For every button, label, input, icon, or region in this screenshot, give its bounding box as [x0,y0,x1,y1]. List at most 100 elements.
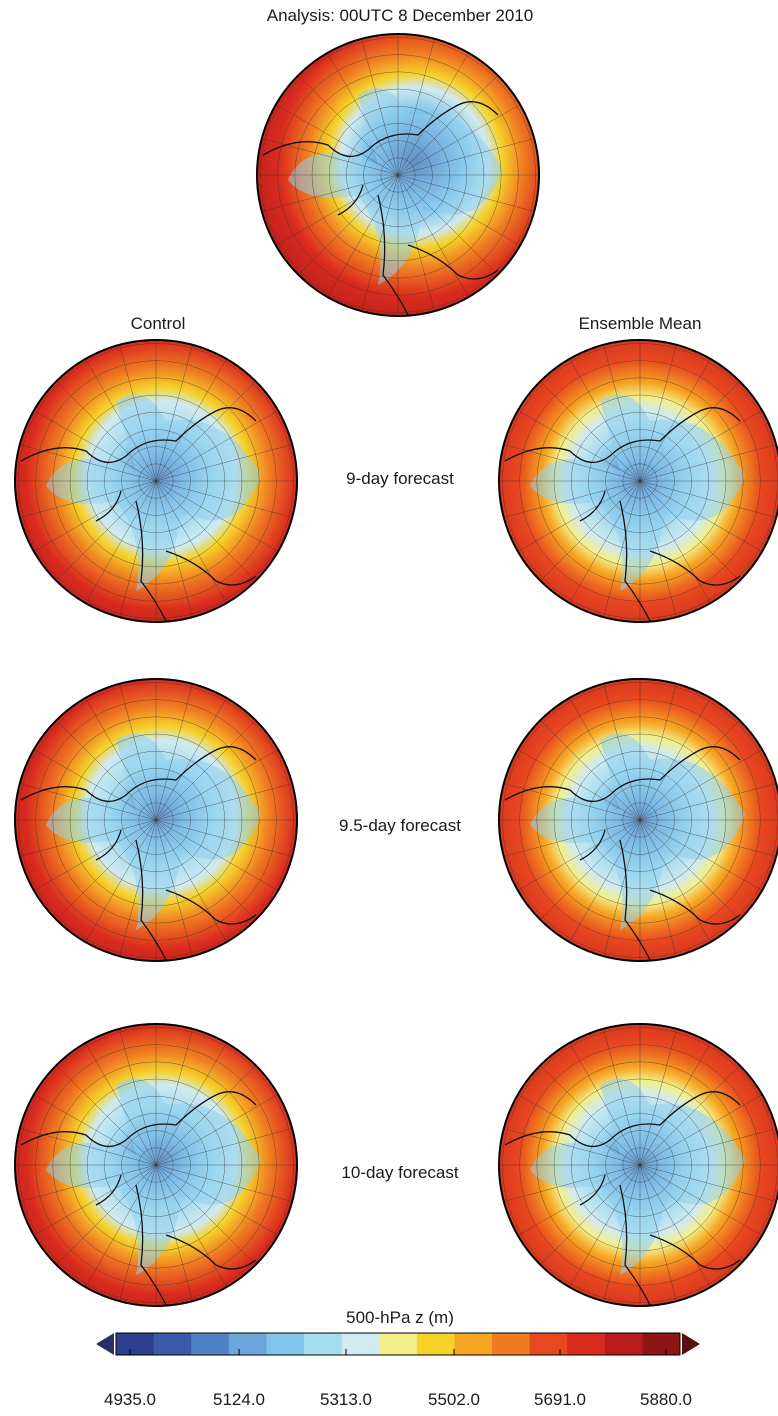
meridian-line [540,720,641,821]
meridian-line [639,819,777,857]
map-border [498,339,778,623]
colorbar-swatch [266,1333,305,1355]
colorbar-swatch [379,1333,418,1355]
meridian-line [569,358,641,482]
meridian-line [639,720,740,821]
meridian-line [56,720,157,821]
meridian-line [19,783,157,821]
meridian-line [639,1164,763,1236]
meridian-line [155,1065,256,1166]
meridian-line [397,174,469,298]
meridian-line [540,1065,641,1166]
meridian-line [85,819,157,943]
meridian-line [639,480,740,581]
colorbar-tick: 5880.0 [640,1390,692,1409]
meridian-line [155,480,279,552]
colorbar-tick: 5691.0 [534,1390,586,1409]
colorbar-swatch [492,1333,531,1355]
meridian-line [155,358,227,482]
meridian-line [33,1164,157,1236]
meridian-line [639,480,711,604]
meridian-line [33,410,157,482]
meridian-line [397,138,535,176]
colorbar-tick: 5313.0 [320,1390,372,1409]
meridian-line [85,480,157,604]
meridian-line [569,819,641,943]
meridian-line [119,819,157,957]
map-panel-control-10day [14,1023,298,1307]
meridian-line [327,52,399,176]
meridian-line [603,480,641,618]
meridian-line [503,783,641,821]
meridian-line [639,683,677,821]
colorbar [96,1332,700,1356]
meridian-line [85,1042,157,1166]
meridian-line [569,1042,641,1166]
trough-region [46,1078,261,1275]
meridian-line [56,1164,157,1265]
column-header-ensemble-mean: Ensemble Mean [578,314,702,333]
meridian-line [517,480,641,552]
meridian-line [639,1164,711,1288]
meridian-line [85,1164,157,1288]
colorbar-swatch [454,1333,493,1355]
meridian-line [397,38,435,176]
meridian-line [639,444,777,482]
meridian-line [155,1164,256,1265]
map-border [14,678,298,962]
meridian-line [639,381,740,482]
colorbar-swatch [416,1333,455,1355]
meridian-line [275,174,399,246]
meridian-line [639,819,740,920]
meridian-line [603,1028,641,1166]
meridian-line [397,52,469,176]
meridian-line [155,1042,227,1166]
meridian-line [639,1164,677,1302]
trough-region [530,1078,745,1275]
meridian-line [517,749,641,821]
row-label-9.5day: 9.5-day forecast [339,816,461,835]
meridian-line [155,1128,293,1166]
meridian-line [639,358,711,482]
meridian-line [155,697,227,821]
coastline [20,746,257,961]
meridian-line [517,819,641,891]
meridian-line [361,174,399,312]
colorbar-label: 500-hPa z (m) [346,1308,454,1327]
colorbar-swatch [642,1333,681,1355]
meridian-line [155,1028,193,1166]
meridian-line [19,1164,157,1202]
colorbar-swatch [116,1333,155,1355]
meridian-line [155,480,293,518]
meridian-line [603,344,641,482]
colorbar-swatch [604,1333,643,1355]
meridian-line [503,1164,641,1202]
meridian-line [639,1065,740,1166]
trough-region [530,733,745,930]
meridian-line [119,683,157,821]
meridian-line [155,819,256,920]
meridian-line [298,174,399,275]
colorbar-swatch [191,1333,230,1355]
meridian-line [639,1164,777,1202]
map-panel-control-9.5day [14,678,298,962]
row-label-9day: 9-day forecast [346,469,454,488]
colorbar-min-arrow [96,1333,114,1355]
meridian-line [155,410,279,482]
meridian-line [503,1128,641,1166]
trough-region [530,394,745,591]
meridian-line [155,819,193,957]
meridian-line [155,683,193,821]
meridian-line [603,1164,641,1302]
map-panel-ensemble-mean-9day [498,339,778,623]
meridian-line [155,819,293,857]
meridian-line [155,1094,279,1166]
colorbar-swatch [153,1333,192,1355]
meridian-line [603,819,641,957]
meridian-line [639,819,677,957]
meridian-line [397,174,521,246]
meridian-line [639,783,777,821]
meridian-line [155,783,293,821]
meridian-line [639,819,711,943]
